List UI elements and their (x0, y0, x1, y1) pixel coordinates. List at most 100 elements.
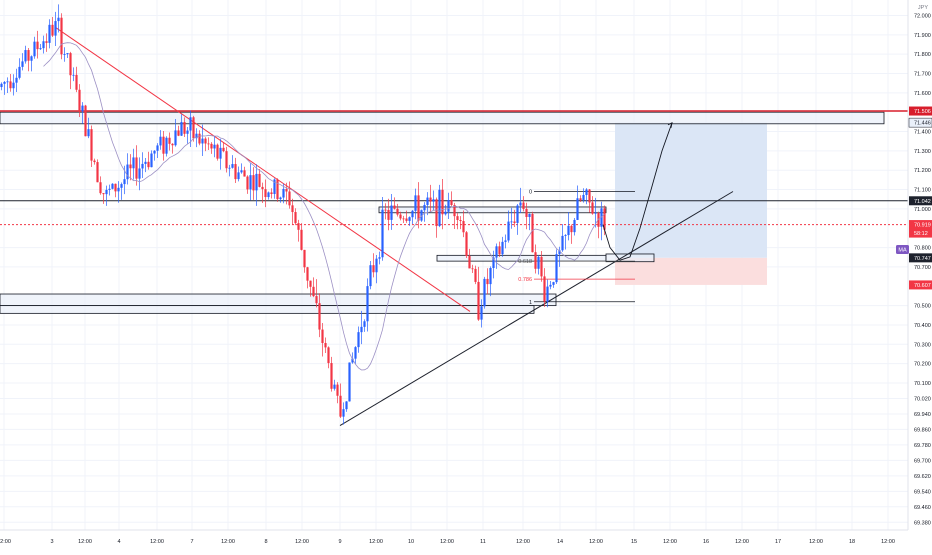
candle-body[interactable] (240, 170, 243, 173)
candle-body[interactable] (516, 205, 519, 223)
candle-body[interactable] (237, 172, 240, 180)
candle-body[interactable] (369, 265, 372, 287)
candle-body[interactable] (450, 200, 453, 205)
candle-body[interactable] (477, 281, 480, 320)
candle-body[interactable] (153, 150, 156, 154)
candle-body[interactable] (423, 204, 426, 211)
candle-body[interactable] (459, 220, 462, 222)
candle-body[interactable] (267, 192, 270, 198)
candle-body[interactable] (339, 395, 342, 417)
candle-body[interactable] (90, 129, 93, 161)
candle-body[interactable] (216, 144, 219, 159)
candle-body[interactable] (498, 246, 501, 255)
candle-body[interactable] (180, 122, 183, 136)
candle-body[interactable] (0, 83, 3, 88)
candle-body[interactable] (513, 221, 516, 223)
candle-body[interactable] (66, 53, 69, 55)
candle-body[interactable] (171, 143, 174, 146)
candle-body[interactable] (474, 268, 477, 282)
candle-body[interactable] (597, 212, 600, 227)
candle-body[interactable] (324, 342, 327, 348)
candle-body[interactable] (54, 21, 57, 36)
candle-body[interactable] (390, 205, 393, 220)
candle-body[interactable] (600, 208, 603, 227)
candle-body[interactable] (123, 179, 126, 185)
candle-body[interactable] (354, 347, 357, 359)
candle-body[interactable] (117, 187, 120, 192)
candle-body[interactable] (426, 197, 429, 205)
mid-zone[interactable] (378, 206, 607, 214)
candle-body[interactable] (381, 209, 384, 258)
candle-body[interactable] (192, 117, 195, 139)
candle-body[interactable] (246, 176, 249, 190)
candle-body[interactable] (585, 189, 588, 195)
candle-body[interactable] (255, 173, 258, 191)
candle-body[interactable] (276, 179, 279, 200)
candle-body[interactable] (528, 213, 531, 218)
upper-zone[interactable] (0, 111, 885, 125)
candle-body[interactable] (549, 284, 552, 287)
candle-body[interactable] (576, 198, 579, 220)
candle-body[interactable] (351, 358, 354, 363)
candle-body[interactable] (9, 81, 12, 89)
candle-body[interactable] (93, 160, 96, 163)
candle-body[interactable] (297, 223, 300, 230)
candle-body[interactable] (132, 157, 135, 169)
candle-body[interactable] (300, 229, 303, 250)
candle-body[interactable] (177, 130, 180, 136)
entry-zone[interactable] (605, 253, 655, 263)
candle-body[interactable] (402, 218, 405, 220)
candle-body[interactable] (480, 306, 483, 320)
candle-body[interactable] (387, 209, 390, 220)
candle-body[interactable] (156, 145, 159, 151)
candle-body[interactable] (579, 198, 582, 201)
candle-body[interactable] (594, 212, 597, 214)
candle-body[interactable] (252, 175, 255, 191)
candle-body[interactable] (204, 138, 207, 144)
candle-body[interactable] (489, 267, 492, 285)
candle-body[interactable] (531, 213, 534, 253)
candle-body[interactable] (567, 225, 570, 236)
candle-body[interactable] (495, 246, 498, 258)
candle-body[interactable] (258, 173, 261, 187)
candle-body[interactable] (417, 195, 420, 221)
candle-body[interactable] (249, 175, 252, 190)
candle-body[interactable] (225, 151, 228, 169)
candle-body[interactable] (492, 257, 495, 268)
candle-body[interactable] (378, 257, 381, 259)
candle-body[interactable] (15, 77, 18, 83)
candle-body[interactable] (591, 202, 594, 214)
candle-body[interactable] (318, 303, 321, 330)
candle-body[interactable] (105, 189, 108, 195)
candle-body[interactable] (165, 137, 168, 154)
candle-body[interactable] (444, 211, 447, 215)
candle-body[interactable] (408, 217, 411, 221)
candle-body[interactable] (522, 202, 525, 209)
candle-body[interactable] (108, 188, 111, 190)
candle-body[interactable] (396, 208, 399, 215)
candle-body[interactable] (120, 184, 123, 188)
candle-body[interactable] (63, 54, 66, 55)
candle-body[interactable] (174, 130, 177, 146)
candle-body[interactable] (48, 24, 51, 43)
candle-body[interactable] (537, 256, 540, 269)
candle-body[interactable] (414, 195, 417, 211)
candle-body[interactable] (357, 332, 360, 348)
candle-body[interactable] (138, 168, 141, 179)
candle-body[interactable] (147, 161, 150, 168)
candle-body[interactable] (483, 278, 486, 307)
candle-body[interactable] (288, 191, 291, 206)
candle-body[interactable] (12, 82, 15, 89)
candle-body[interactable] (144, 161, 147, 164)
candle-body[interactable] (150, 153, 153, 168)
candle-body[interactable] (321, 329, 324, 343)
candle-body[interactable] (603, 208, 606, 230)
candle-body[interactable] (135, 157, 138, 179)
candle-body[interactable] (504, 240, 507, 242)
candle-body[interactable] (72, 74, 75, 76)
candle-body[interactable] (207, 143, 210, 145)
candle-body[interactable] (162, 136, 165, 154)
candle-body[interactable] (441, 189, 444, 215)
candle-body[interactable] (279, 197, 282, 200)
candle-body[interactable] (285, 188, 288, 192)
